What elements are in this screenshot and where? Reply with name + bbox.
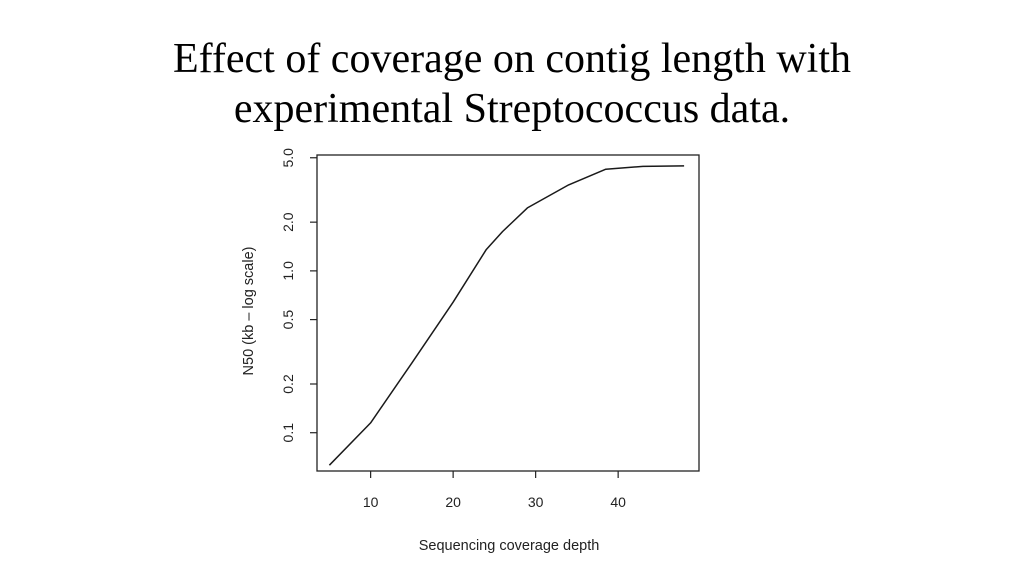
x-tick-label: 10	[363, 494, 379, 510]
y-tick-label: 0.2	[280, 374, 296, 394]
y-tick-label: 0.5	[280, 310, 296, 330]
axes-layer: 10 20 30 40 0.1 0.2 0.5 1.0 2.0 5.0	[280, 148, 700, 510]
y-tick-label: 0.1	[280, 423, 296, 443]
slide-title-line-1: Effect of coverage on contig length with	[173, 36, 851, 82]
y-tick-label: 1.0	[280, 261, 296, 281]
x-axis-title: Sequencing coverage depth	[419, 538, 600, 554]
slide-title-line-2: experimental Streptococcus data.	[233, 86, 791, 132]
figure-panel: 10 20 30 40 0.1 0.2 0.5 1.0 2.0 5.0 Sequencing co…	[240, 138, 700, 576]
y-axis-title: N50 (kb – log scale)	[241, 247, 257, 376]
n50-coverage-chart: 10 20 30 40 0.1 0.2 0.5 1.0 2.0 5.0 Sequencing co…	[241, 148, 700, 554]
n50-series-line	[328, 165, 685, 466]
slide-title: Effect of coverage on contig length with…	[0, 34, 1024, 134]
x-tick-label: 20	[445, 494, 461, 510]
x-tick-label: 40	[610, 494, 626, 510]
data-layer	[328, 165, 685, 466]
y-tick-label: 5.0	[280, 148, 296, 168]
plot-frame	[316, 154, 700, 472]
y-tick-label: 2.0	[280, 212, 296, 232]
x-tick-label: 30	[528, 494, 544, 510]
